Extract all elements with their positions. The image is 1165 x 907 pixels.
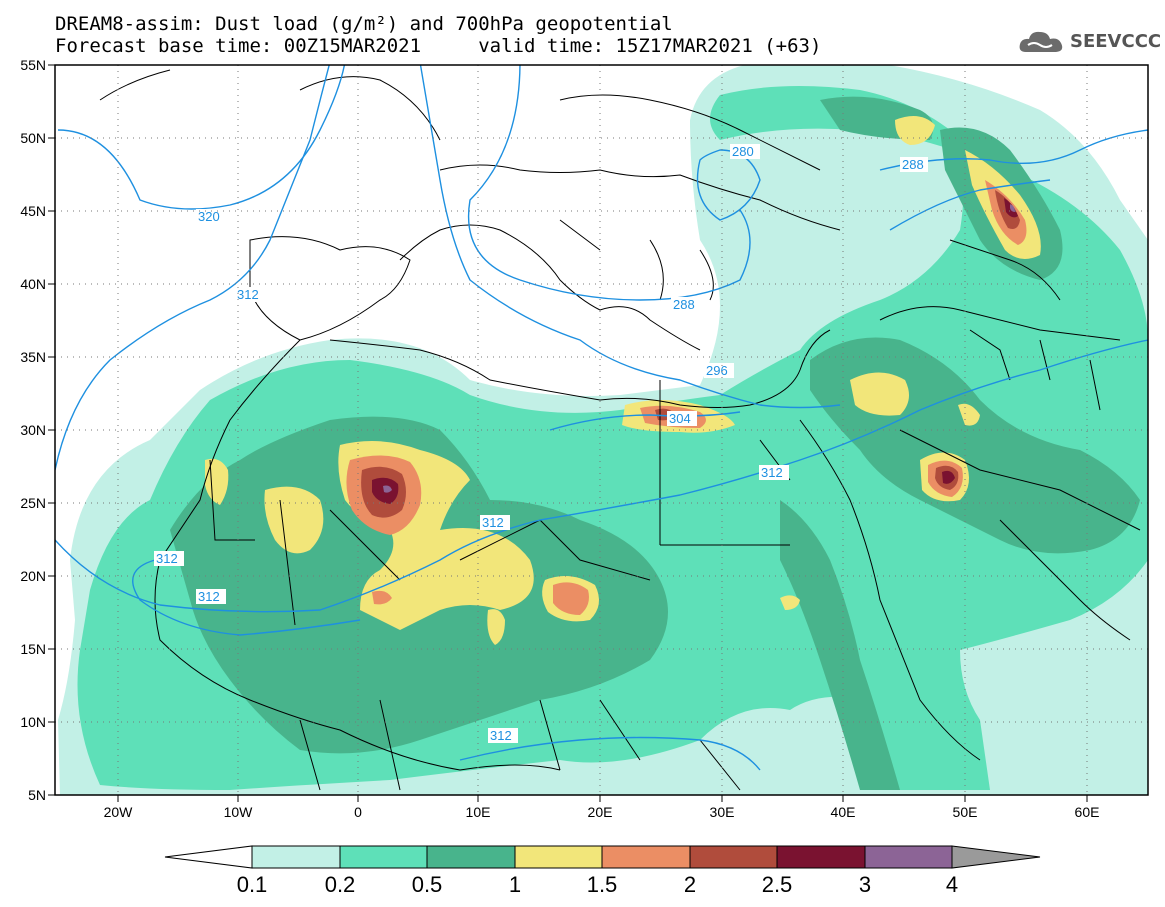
colorbar-swatch [864, 845, 953, 869]
colorbar-swatch [776, 845, 866, 869]
dust-area-1-chad2 [487, 609, 505, 645]
colorbar-label: 2 [684, 872, 696, 897]
contour-label-bg [488, 728, 518, 743]
contour-label: 288 [673, 297, 695, 312]
contour-label: 312 [156, 551, 178, 566]
dust-area-1.5-chad [553, 582, 589, 615]
colorbar-label: 1.5 [587, 872, 618, 897]
lat-label: 15N [20, 641, 46, 657]
dust-area-1.5-w [372, 590, 392, 605]
contour-label: 312 [490, 728, 512, 743]
contour-label-bg [759, 465, 789, 480]
longitude-labels: 20W 10W 0 10E 20E 30E 40E 50E 60E [104, 804, 1100, 820]
contour-label-bg [900, 157, 928, 172]
colorbar-label: 3 [859, 872, 871, 897]
contour-label-bg [480, 515, 510, 530]
colorbar-label: 0.5 [412, 872, 443, 897]
lat-label: 40N [20, 276, 46, 292]
colorbar [164, 845, 1041, 869]
contour-label-bg [704, 363, 734, 378]
contour-label: 312 [198, 589, 220, 604]
lon-label: 50E [953, 804, 978, 820]
dust-area-3-kazakh [1010, 204, 1015, 212]
colorbar-swatch [339, 845, 428, 869]
lat-label: 10N [20, 714, 46, 730]
seevccc-logo: SEEVCCC [1018, 24, 1161, 58]
contour-label-bg [154, 551, 184, 566]
logo-text: SEEVCCC [1070, 30, 1162, 52]
dust-area-1-west [264, 486, 324, 554]
contour-label-bg [667, 411, 697, 426]
lon-label: 0 [354, 804, 362, 820]
contour-label: 312 [482, 515, 504, 530]
lon-label: 30E [710, 804, 735, 820]
lat-label: 30N [20, 422, 46, 438]
dust-area-1-nile [780, 595, 800, 610]
contour-label: 312 [237, 287, 259, 302]
lat-label: 5N [28, 787, 46, 803]
colorbar-label: 0.2 [325, 872, 356, 897]
colorbar-labels: 0.1 0.2 0.5 1 1.5 2 2.5 3 4 [237, 872, 958, 897]
coastlines [99, 69, 1141, 791]
forecast-time-line: Forecast base time: 00Z15MAR2021 valid t… [55, 35, 822, 57]
dust-field: 320 312 280 288 288 296 304 312 312 312 … [55, 65, 1148, 795]
lat-label: 55N [20, 57, 46, 73]
contour-label: 280 [732, 144, 754, 159]
tick-marks [48, 64, 1088, 802]
contour-label: 288 [902, 157, 924, 172]
contour-label-bg [196, 589, 226, 604]
lon-label: 20E [588, 804, 613, 820]
dust-area-2.5-gulf [942, 470, 955, 484]
colorbar-swatch [426, 845, 516, 869]
lon-label: 10E [466, 804, 491, 820]
lat-label: 35N [20, 349, 46, 365]
lon-label: 10W [224, 804, 254, 820]
dust-area-1-east [958, 403, 980, 426]
colorbar-swatch [251, 845, 341, 869]
dust-area-1-iraq [850, 372, 909, 416]
contour-label-bg [235, 287, 263, 302]
colorbar-label: 1 [509, 872, 521, 897]
contour-label: 304 [669, 411, 691, 426]
contour-label: 320 [198, 209, 220, 224]
contour-label-bg [196, 209, 222, 224]
geopotential-contours [55, 65, 1148, 771]
colorbar-swatch [689, 845, 778, 869]
lon-label: 20W [104, 804, 134, 820]
colorbar-label: 2.5 [762, 872, 793, 897]
colorbar-under-triangle [164, 845, 253, 869]
dust-area-0.5-nile [780, 500, 900, 790]
colorbar-label: 4 [946, 872, 958, 897]
colorbar-label: 0.1 [237, 872, 268, 897]
colorbar-swatch [514, 845, 603, 869]
lat-label: 25N [20, 495, 46, 511]
colorbar-over-triangle [951, 845, 1041, 869]
graticule [55, 65, 1148, 795]
latitude-labels: 55N 50N 45N 40N 35N 30N 25N 20N 15N 10N … [20, 57, 46, 803]
contour-labels: 320 312 280 288 288 296 304 312 312 312 … [154, 144, 928, 743]
chart-title: DREAM8-assim: Dust load (g/m²) and 700hP… [55, 13, 673, 35]
dust-area-3 [383, 485, 392, 493]
lon-label: 40E [831, 804, 856, 820]
colorbar-swatch [601, 845, 691, 869]
contour-label: 296 [706, 363, 728, 378]
contour-label: 312 [761, 465, 783, 480]
lat-label: 45N [20, 203, 46, 219]
contour-label-bg [730, 144, 760, 159]
lon-label: 60E [1075, 804, 1100, 820]
contour-label-bg [671, 297, 701, 312]
lat-label: 20N [20, 568, 46, 584]
lat-label: 50N [20, 130, 46, 146]
cloud-icon [1019, 31, 1063, 52]
